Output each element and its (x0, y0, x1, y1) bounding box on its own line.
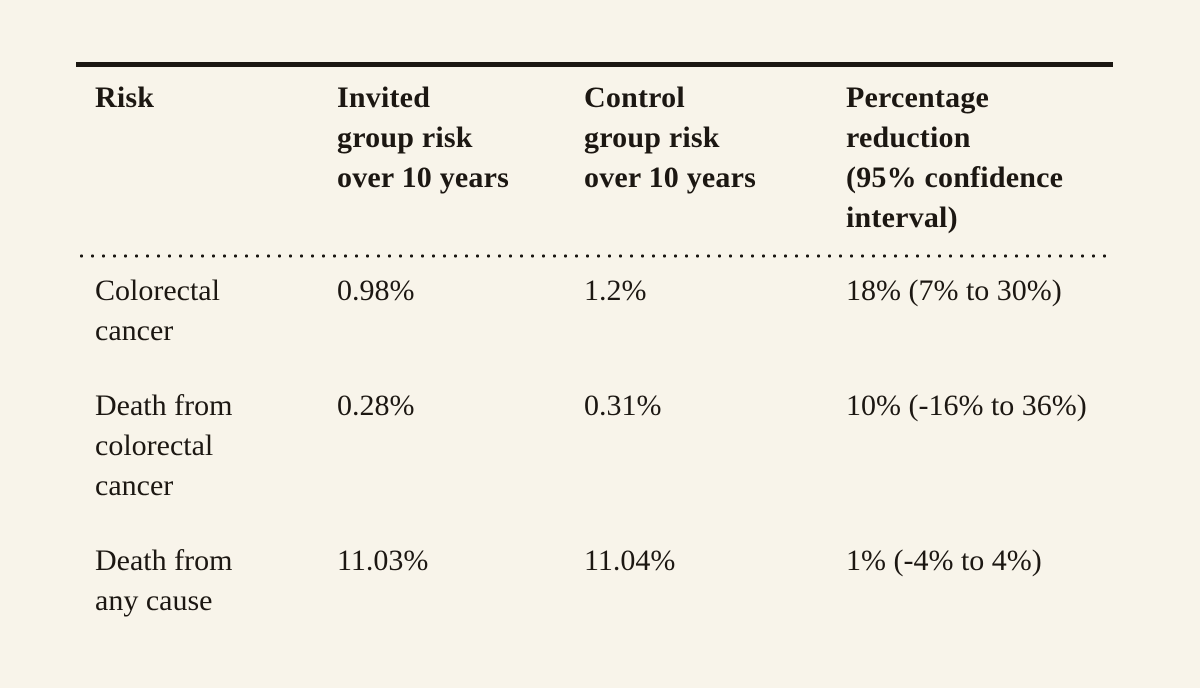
header-cell-invited-group: Invited group risk over 10 years (337, 81, 509, 194)
risk-table: Risk Invited group risk over 10 years Co… (76, 62, 1113, 656)
cell-percentage-reduction: 18% (7% to 30%) (846, 274, 1062, 307)
cell-invited-risk: 0.28% (337, 389, 415, 422)
table-row-death-colorectal-cancer: Death from colorectal cancer 0.28% 0.31%… (76, 386, 1113, 506)
cell-control-risk: 11.04% (584, 544, 676, 577)
cell-risk-label: Death from any cause (95, 544, 233, 617)
cell-percentage-reduction: 10% (-16% to 36%) (846, 389, 1087, 422)
header-cell-control-group: Control group risk over 10 years (584, 81, 756, 194)
cell-percentage-reduction: 1% (-4% to 4%) (846, 544, 1042, 577)
cell-control-risk: 1.2% (584, 274, 647, 307)
cell-invited-risk: 11.03% (337, 544, 429, 577)
header-dotted-divider (76, 254, 1113, 258)
cell-risk-label: Death from colorectal cancer (95, 389, 233, 502)
header-cell-risk: Risk (95, 81, 155, 114)
cell-control-risk: 0.31% (584, 389, 662, 422)
cell-risk-label: Colorectal cancer (95, 274, 220, 347)
header-cell-percentage-reduction: Percentage reduction (95% confidence int… (846, 81, 1064, 234)
table-row-death-any-cause: Death from any cause 11.03% 11.04% 1% (-… (76, 541, 1113, 621)
table-body: Colorectal cancer 0.98% 1.2% 18% (7% to … (76, 258, 1113, 621)
table-top-rule (76, 62, 1113, 67)
table-header-row: Risk Invited group risk over 10 years Co… (76, 67, 1113, 238)
table-row-colorectal-cancer: Colorectal cancer 0.98% 1.2% 18% (7% to … (76, 271, 1113, 351)
cell-invited-risk: 0.98% (337, 274, 415, 307)
